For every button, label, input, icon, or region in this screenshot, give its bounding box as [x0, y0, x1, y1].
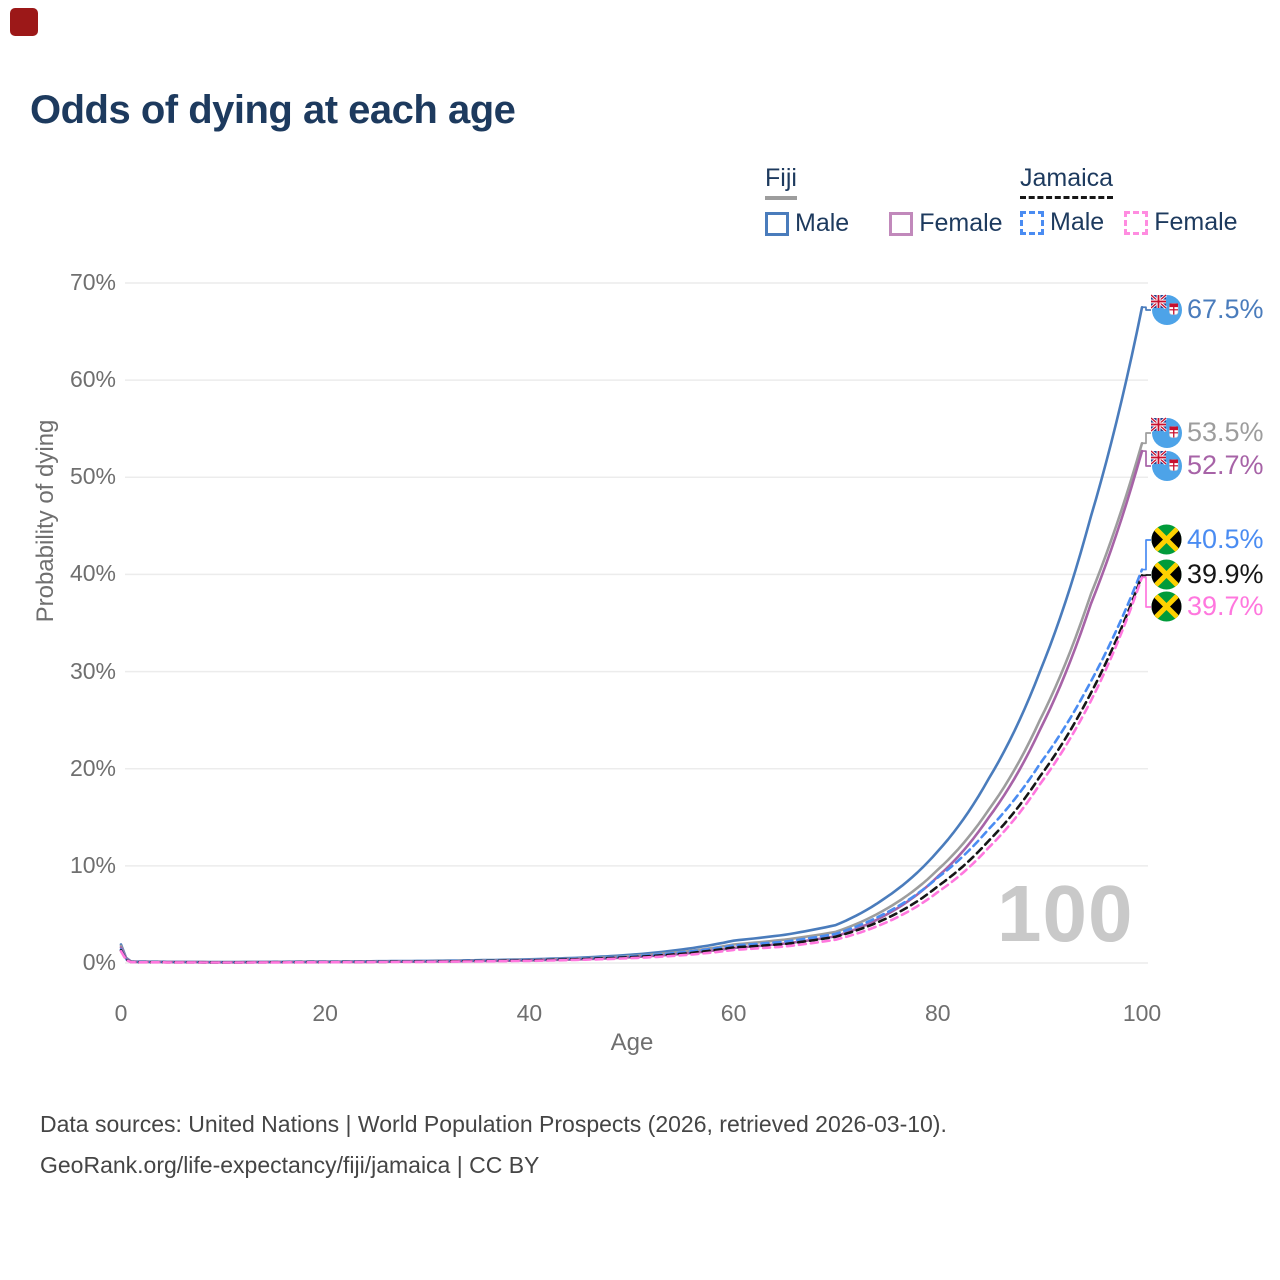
series-line-fiji-female[interactable]: [119, 449, 1144, 964]
series-line-jamaica-female[interactable]: [119, 576, 1144, 964]
jamaica-male-label: Male: [1050, 208, 1105, 236]
end-label-jamaica-female: 39.7%: [1151, 591, 1264, 622]
fiji-male-label: Male: [795, 209, 850, 237]
jamaica-female-label: Female: [1154, 208, 1238, 236]
jamaica-flag-icon: [1151, 559, 1182, 590]
fiji-male-swatch: [765, 211, 789, 236]
fiji-flag-icon: [1151, 294, 1182, 325]
series-line-fiji-male[interactable]: [119, 306, 1144, 964]
x-tick-label: 80: [925, 1000, 951, 1026]
legend-group-fiji: Fiji Male Female: [765, 164, 1043, 238]
page-title: Odds of dying at each age: [30, 88, 516, 132]
end-label-fiji-female: 52.7%: [1151, 450, 1264, 481]
x-tick-label: 60: [720, 1000, 747, 1026]
end-label-value-jamaica-total: 39.9%: [1187, 559, 1264, 589]
end-label-value-fiji-female: 52.7%: [1187, 450, 1264, 480]
jamaica-flag-icon: [1151, 524, 1182, 555]
end-label-value-jamaica-female: 39.7%: [1187, 591, 1264, 621]
jamaica-male-swatch: [1020, 210, 1044, 235]
end-label-value-jamaica-male: 40.5%: [1187, 524, 1264, 554]
end-label-connector-jamaica-female: [1142, 576, 1151, 608]
x-tick-label: 100: [1122, 1000, 1162, 1026]
legend-item-jamaica-female[interactable]: Female: [1124, 208, 1238, 237]
footer-line-2: GeoRank.org/life-expectancy/fiji/jamaica…: [40, 1152, 540, 1178]
x-tick-label: 0: [114, 1000, 128, 1026]
hover-age-watermark: 100: [997, 869, 1134, 958]
jamaica-flag-icon: [1151, 591, 1182, 622]
y-tick-label: 20%: [69, 754, 116, 781]
y-tick-label: 0%: [82, 949, 116, 975]
y-tick-label: 50%: [69, 463, 116, 490]
fiji-female-label: Female: [919, 209, 1003, 237]
end-label-value-fiji-total: 53.5%: [1187, 417, 1264, 447]
y-tick-label: 10%: [69, 851, 116, 878]
end-label-jamaica-total: 39.9%: [1151, 559, 1264, 590]
end-label-jamaica-male: 40.5%: [1151, 524, 1264, 555]
fiji-flag-icon: [1151, 417, 1182, 448]
red-marker-square: [10, 8, 38, 36]
x-axis-title: Age: [610, 1029, 654, 1056]
y-tick-label: 60%: [69, 366, 116, 393]
end-label-connector-fiji-total: [1142, 432, 1151, 445]
y-tick-label: 70%: [69, 269, 116, 295]
end-label-connector-fiji-female: [1142, 450, 1151, 467]
end-label-fiji-total: 53.5%: [1151, 417, 1264, 448]
x-tick-label: 40: [516, 1000, 543, 1026]
legend-item-jamaica-male[interactable]: Male: [1020, 208, 1104, 237]
end-label-value-fiji-male: 67.5%: [1187, 294, 1264, 324]
legend-country-jamaica[interactable]: Jamaica: [1020, 164, 1114, 199]
legend: Fiji Male Female Jamaica Male: [765, 164, 1265, 239]
fiji-flag-icon: [1151, 450, 1182, 481]
jamaica-female-swatch: [1124, 210, 1149, 235]
legend-item-fiji-male[interactable]: Male: [765, 209, 849, 238]
y-tick-label: 30%: [69, 657, 116, 684]
end-label-connector-fiji-male: [1142, 306, 1151, 311]
legend-item-fiji-female[interactable]: Female: [889, 209, 1003, 238]
x-tick-label: 20: [312, 1000, 338, 1026]
fiji-female-swatch: [889, 211, 914, 236]
series-line-fiji-total[interactable]: [119, 442, 1144, 964]
footer-line-1: Data sources: United Nations | World Pop…: [40, 1111, 947, 1137]
footer: Data sources: United Nations | World Pop…: [40, 1104, 947, 1186]
series-line-jamaica-male[interactable]: [119, 568, 1144, 964]
legend-group-jamaica: Jamaica Male Female: [1020, 164, 1258, 237]
legend-country-fiji[interactable]: Fiji: [765, 164, 797, 200]
y-tick-label: 40%: [69, 560, 116, 587]
end-label-fiji-male: 67.5%: [1151, 294, 1264, 325]
end-label-connector-jamaica-male: [1142, 539, 1151, 571]
